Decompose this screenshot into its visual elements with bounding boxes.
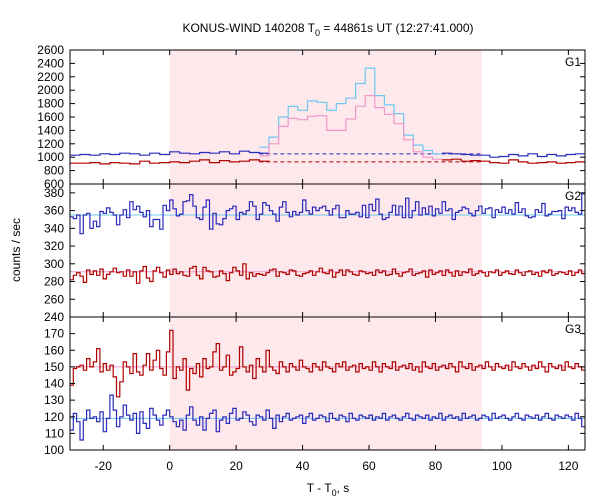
y-tick-label-g1-2: 1000 xyxy=(37,150,64,164)
x-tick-label-1: 0 xyxy=(166,459,173,473)
y-tick-label-g2-3: 300 xyxy=(44,257,64,271)
title-text-pre: KONUS-WIND 140208 T xyxy=(182,21,315,35)
y-tick-label-g3-6: 160 xyxy=(44,343,64,357)
y-tick-label-g3-2: 120 xyxy=(44,410,64,424)
y-tick-label-g3-0: 100 xyxy=(44,443,64,457)
y-tick-label-g1-3: 1200 xyxy=(37,137,64,151)
panel-label-g1: G1 xyxy=(565,55,581,69)
y-tick-label-g3-4: 140 xyxy=(44,377,64,391)
series-step-g2-1 xyxy=(70,263,585,284)
y-tick-label-g1-4: 1400 xyxy=(37,123,64,137)
series-step-g1-0 xyxy=(70,150,270,156)
y-tick-label-g2-5: 340 xyxy=(44,221,64,235)
series-step-g1-2 xyxy=(442,152,585,158)
y-tick-label-g1-7: 2000 xyxy=(37,83,64,97)
panel-label-g3: G3 xyxy=(565,322,581,336)
y-tick-label-g1-0: 600 xyxy=(44,177,64,191)
series-step-g1-5 xyxy=(442,158,585,164)
y-tick-label-g3-5: 150 xyxy=(44,360,64,374)
y-tick-label-g3-1: 110 xyxy=(45,426,64,440)
series-step-g3-1 xyxy=(70,394,585,441)
x-tick-label-5: 80 xyxy=(429,459,443,473)
y-tick-label-g1-1: 800 xyxy=(44,164,64,178)
y-tick-label-g1-5: 1600 xyxy=(37,110,64,124)
x-tick-label-2: 20 xyxy=(229,459,243,473)
y-tick-label-g1-10: 2600 xyxy=(37,43,64,57)
panel-label-g2: G2 xyxy=(565,189,581,203)
x-tick-label-3: 40 xyxy=(296,459,310,473)
series-step-g3-0 xyxy=(70,329,585,398)
y-tick-label-g1-8: 2200 xyxy=(37,70,64,84)
x-tick-label-7: 120 xyxy=(558,459,578,473)
xlabel-text-pre: T - T xyxy=(307,481,333,495)
y-tick-label-g2-1: 260 xyxy=(44,292,64,306)
y-tick-label-g2-0: 240 xyxy=(44,310,64,324)
y-tick-label-g3-3: 130 xyxy=(44,393,64,407)
series-step-g1-3 xyxy=(70,159,270,165)
y-tick-label-g2-6: 360 xyxy=(44,204,64,218)
series-step-g2-0 xyxy=(70,193,585,235)
xlabel-text-post: , s xyxy=(337,481,350,495)
x-tick-label-4: 60 xyxy=(362,459,376,473)
plot-area: 6008001000120014001600180020002200240026… xyxy=(37,43,586,473)
y-tick-label-g2-4: 320 xyxy=(44,239,64,253)
y-tick-label-g3-7: 170 xyxy=(44,327,64,341)
y-tick-label-g1-9: 2400 xyxy=(37,56,64,70)
x-tick-label-6: 100 xyxy=(492,459,512,473)
title-text-subscript: 0 xyxy=(315,28,320,38)
title-text-post: = 44861s UT (12:27:41.000) xyxy=(320,21,474,35)
x-tick-label-0: -20 xyxy=(95,459,113,473)
series-step-g1-4 xyxy=(259,95,443,160)
y-tick-label-g2-7: 380 xyxy=(44,186,64,200)
chart-title: KONUS-WIND 140208 T0 = 44861s UT (12:27:… xyxy=(182,21,473,38)
x-axis-label: T - T0, s xyxy=(307,481,350,498)
y-tick-label-g1-6: 1800 xyxy=(37,97,64,111)
highlight-interval-band xyxy=(169,50,482,450)
xlabel-text-subscript: 0 xyxy=(332,488,337,498)
y-axis-label: counts / sec xyxy=(9,218,23,282)
series-step-g1-1 xyxy=(259,67,443,155)
y-tick-label-g2-2: 280 xyxy=(44,275,64,289)
